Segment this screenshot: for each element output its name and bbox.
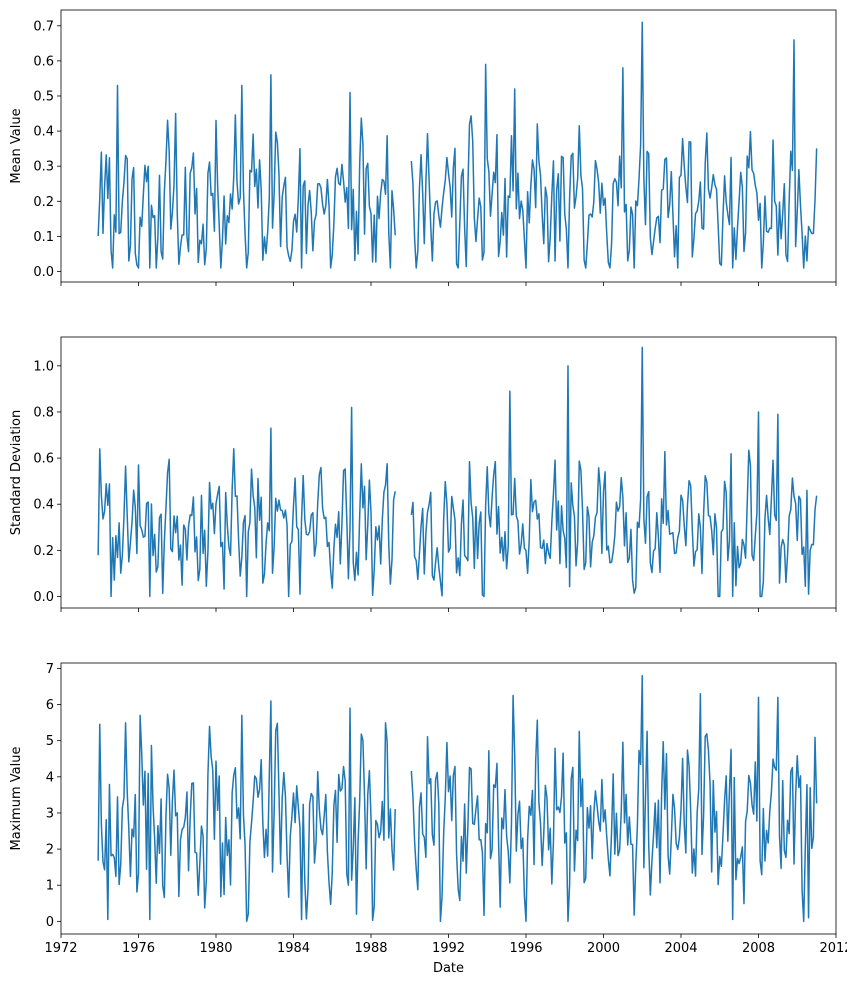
x-tick-label: 1984	[277, 941, 310, 956]
series-line-segment-2	[410, 21, 818, 269]
axes-frame	[60, 336, 837, 609]
series-line-segment-2	[410, 346, 818, 598]
y-axis-label: Mean Value	[9, 108, 24, 183]
x-tick-label: 2004	[664, 941, 697, 956]
x-tick-label: 1988	[354, 941, 387, 956]
series-line-segment-2	[410, 674, 818, 923]
y-tick-label: 0.4	[33, 498, 54, 513]
y-tick-label: 0.2	[33, 544, 54, 559]
y-tick-label: 4	[46, 770, 54, 785]
x-tick-label: 1980	[199, 941, 232, 956]
y-tick-label: 6	[46, 698, 54, 713]
chart-panel-2: 0.0 0.2 0.4 0.6 0.8 1.0 Standard Deviation	[9, 336, 837, 612]
y-tick-label: 0.2	[33, 195, 54, 210]
axes-frame	[60, 662, 837, 935]
x-tick-label: 1976	[122, 941, 155, 956]
y-tick-label: 0.8	[33, 405, 54, 420]
y-tick-label: 0.3	[33, 160, 54, 175]
series-line-segment-1	[97, 700, 396, 923]
y-tick-label: 0.1	[33, 230, 54, 245]
y-tick-label: 0.7	[33, 19, 54, 34]
y-axis-label: Standard Deviation	[9, 410, 24, 535]
y-tick-label: 1.0	[33, 359, 54, 374]
y-tick-label: 0.6	[33, 452, 54, 467]
x-tick-label: 1972	[44, 941, 77, 956]
x-tick-label: 2008	[742, 941, 775, 956]
y-tick-label: 0.0	[33, 265, 54, 280]
x-tick-label: 2000	[587, 941, 620, 956]
y-tick-label: 7	[46, 662, 54, 677]
y-tick-label: 2	[46, 843, 54, 858]
series-line-segment-1	[97, 74, 396, 269]
y-tick-label: 0.5	[33, 89, 54, 104]
y-tick-label: 0.4	[33, 125, 54, 140]
charts-container: 0.0 0.1 0.2 0.3 0.4 0.5 0.6 0.7 Mean Value 0.0 0.2…	[9, 9, 847, 976]
y-tick-label: 0.0	[33, 590, 54, 605]
chart-panel-3: 0 1 2 3 4 5 6 7 1972 1976 1980 1984 1988 1992 1996 2000…	[9, 662, 847, 976]
x-tick-label: 2012	[819, 941, 847, 956]
axes-frame	[60, 9, 837, 283]
y-tick-label: 3	[46, 806, 54, 821]
y-tick-label: 0	[46, 915, 54, 930]
y-tick-label: 5	[46, 734, 54, 749]
chart-panel-1: 0.0 0.1 0.2 0.3 0.4 0.5 0.6 0.7 Mean Value	[9, 9, 837, 286]
y-tick-label: 1	[46, 879, 54, 894]
x-tick-label: 1996	[509, 941, 542, 956]
y-tick-label: 0.6	[33, 54, 54, 69]
x-tick-label: 1992	[432, 941, 465, 956]
series-line-segment-1	[97, 406, 396, 598]
y-axis-label: Maximum Value	[9, 747, 24, 851]
x-axis-label: Date	[433, 961, 464, 976]
